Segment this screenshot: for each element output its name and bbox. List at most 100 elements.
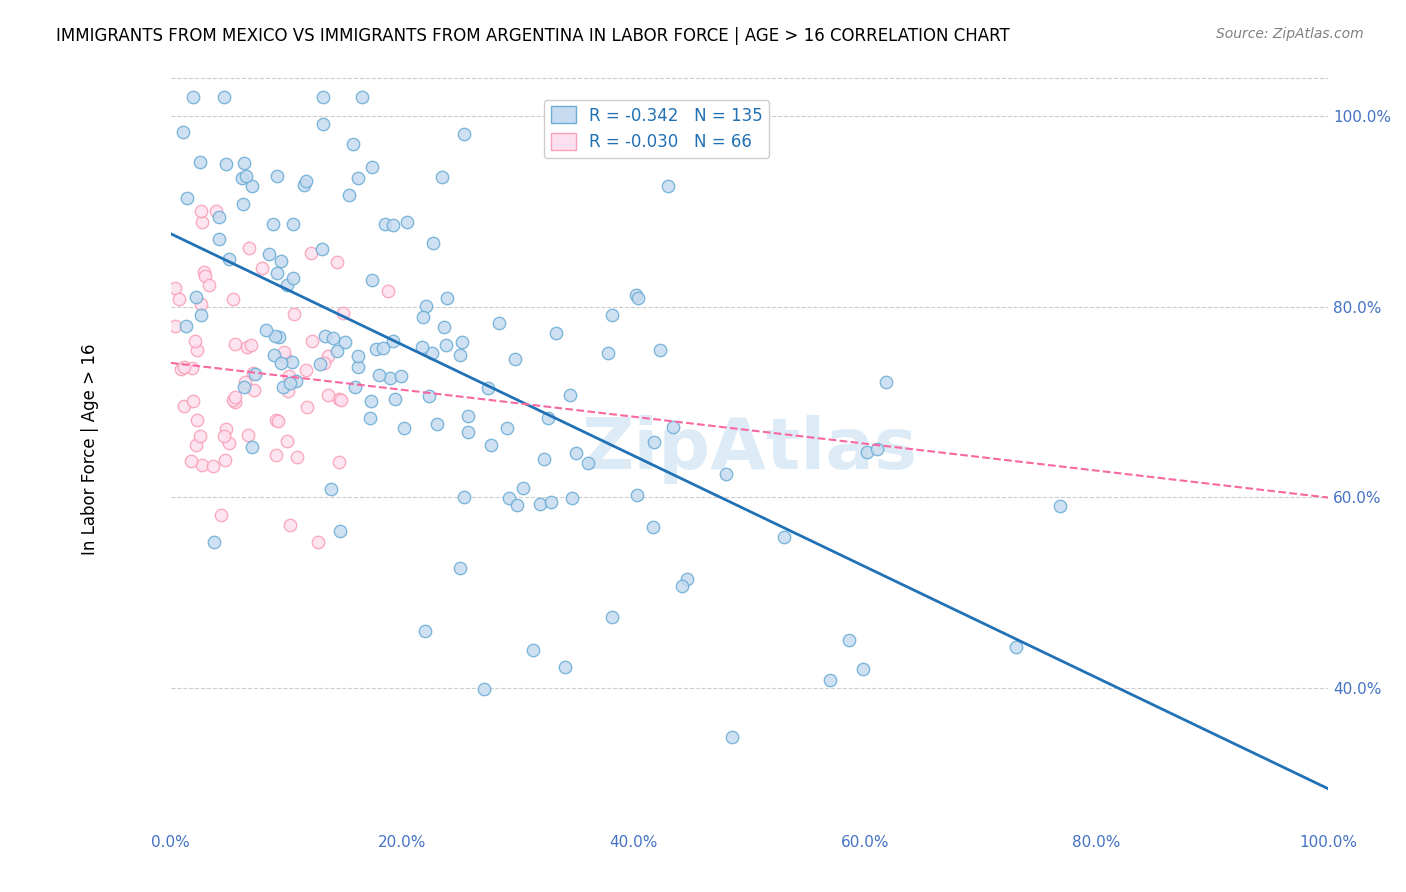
Point xyxy=(242,367,264,381)
Point xyxy=(224,390,246,404)
Text: In Labor Force | Age > 16: In Labor Force | Age > 16 xyxy=(80,343,98,555)
Point xyxy=(498,491,520,505)
Point xyxy=(271,380,294,394)
Point xyxy=(529,497,551,511)
Point xyxy=(222,292,245,306)
Point xyxy=(503,352,526,367)
Point xyxy=(350,90,373,104)
Point xyxy=(554,660,576,674)
Point xyxy=(165,281,187,295)
Point xyxy=(238,241,260,255)
Point xyxy=(266,266,288,280)
Point xyxy=(186,343,208,357)
Point xyxy=(188,428,211,442)
Point xyxy=(1004,640,1026,655)
Point xyxy=(264,413,287,427)
Point xyxy=(169,362,191,376)
Point xyxy=(224,395,246,409)
Point xyxy=(218,252,240,267)
Point xyxy=(367,368,389,383)
Point xyxy=(214,453,236,467)
Point xyxy=(231,170,253,185)
Point xyxy=(295,363,318,377)
Point xyxy=(389,368,412,383)
Point xyxy=(420,346,443,360)
Point xyxy=(411,340,433,354)
Point xyxy=(650,343,672,358)
Point xyxy=(495,420,517,434)
Point xyxy=(641,520,664,534)
Point xyxy=(565,446,588,460)
Point xyxy=(380,371,402,385)
Point xyxy=(292,178,315,193)
Point xyxy=(430,169,453,184)
Point xyxy=(184,334,207,348)
Point xyxy=(197,278,219,293)
Point xyxy=(561,491,583,505)
Point xyxy=(270,356,292,370)
Point xyxy=(875,376,897,390)
Point xyxy=(329,524,352,538)
Point xyxy=(190,458,212,473)
Point xyxy=(190,204,212,219)
Point xyxy=(190,308,212,322)
Point xyxy=(418,389,440,403)
Point xyxy=(488,316,510,330)
Point xyxy=(276,278,298,293)
Point xyxy=(176,191,198,205)
Point xyxy=(186,412,208,426)
Point xyxy=(240,179,263,194)
Point xyxy=(243,368,266,382)
Point xyxy=(373,342,395,356)
Point xyxy=(194,268,217,283)
Point xyxy=(432,320,454,334)
Point xyxy=(522,643,544,657)
Point xyxy=(374,218,396,232)
Point xyxy=(181,90,204,104)
Point xyxy=(312,90,335,104)
Point xyxy=(505,498,527,512)
Point xyxy=(333,334,356,349)
Point xyxy=(360,160,382,174)
Point xyxy=(278,376,301,391)
Point xyxy=(173,360,195,375)
Point xyxy=(838,632,860,647)
Point xyxy=(453,127,475,141)
Point xyxy=(472,682,495,697)
Point xyxy=(301,334,323,349)
Point xyxy=(180,360,202,375)
Point xyxy=(773,530,796,544)
Point xyxy=(384,392,406,406)
Point xyxy=(364,343,387,357)
Point xyxy=(218,435,240,450)
Point xyxy=(457,425,479,440)
Point xyxy=(266,169,288,183)
Point xyxy=(163,318,186,333)
Point xyxy=(322,331,344,345)
Point xyxy=(172,125,194,139)
Point xyxy=(321,482,343,496)
Point xyxy=(235,169,257,183)
Point xyxy=(208,210,231,224)
Point xyxy=(179,453,201,467)
Point xyxy=(643,435,665,450)
Point xyxy=(382,218,405,232)
Point xyxy=(436,291,458,305)
Point xyxy=(193,265,215,279)
Point xyxy=(346,350,368,364)
Point xyxy=(314,356,336,370)
Point xyxy=(295,400,318,414)
Point xyxy=(347,359,370,374)
Point xyxy=(280,355,302,369)
Point xyxy=(295,174,318,188)
Point xyxy=(240,338,263,352)
Point xyxy=(240,440,263,454)
Point xyxy=(188,155,211,169)
Point xyxy=(676,572,699,586)
Point xyxy=(232,155,254,169)
Point xyxy=(866,442,889,456)
Point xyxy=(600,308,623,322)
Point xyxy=(281,271,304,285)
Text: IMMIGRANTS FROM MEXICO VS IMMIGRANTS FROM ARGENTINA IN LABOR FORCE | AGE > 16 CO: IMMIGRANTS FROM MEXICO VS IMMIGRANTS FRO… xyxy=(56,27,1010,45)
Point xyxy=(174,319,197,334)
